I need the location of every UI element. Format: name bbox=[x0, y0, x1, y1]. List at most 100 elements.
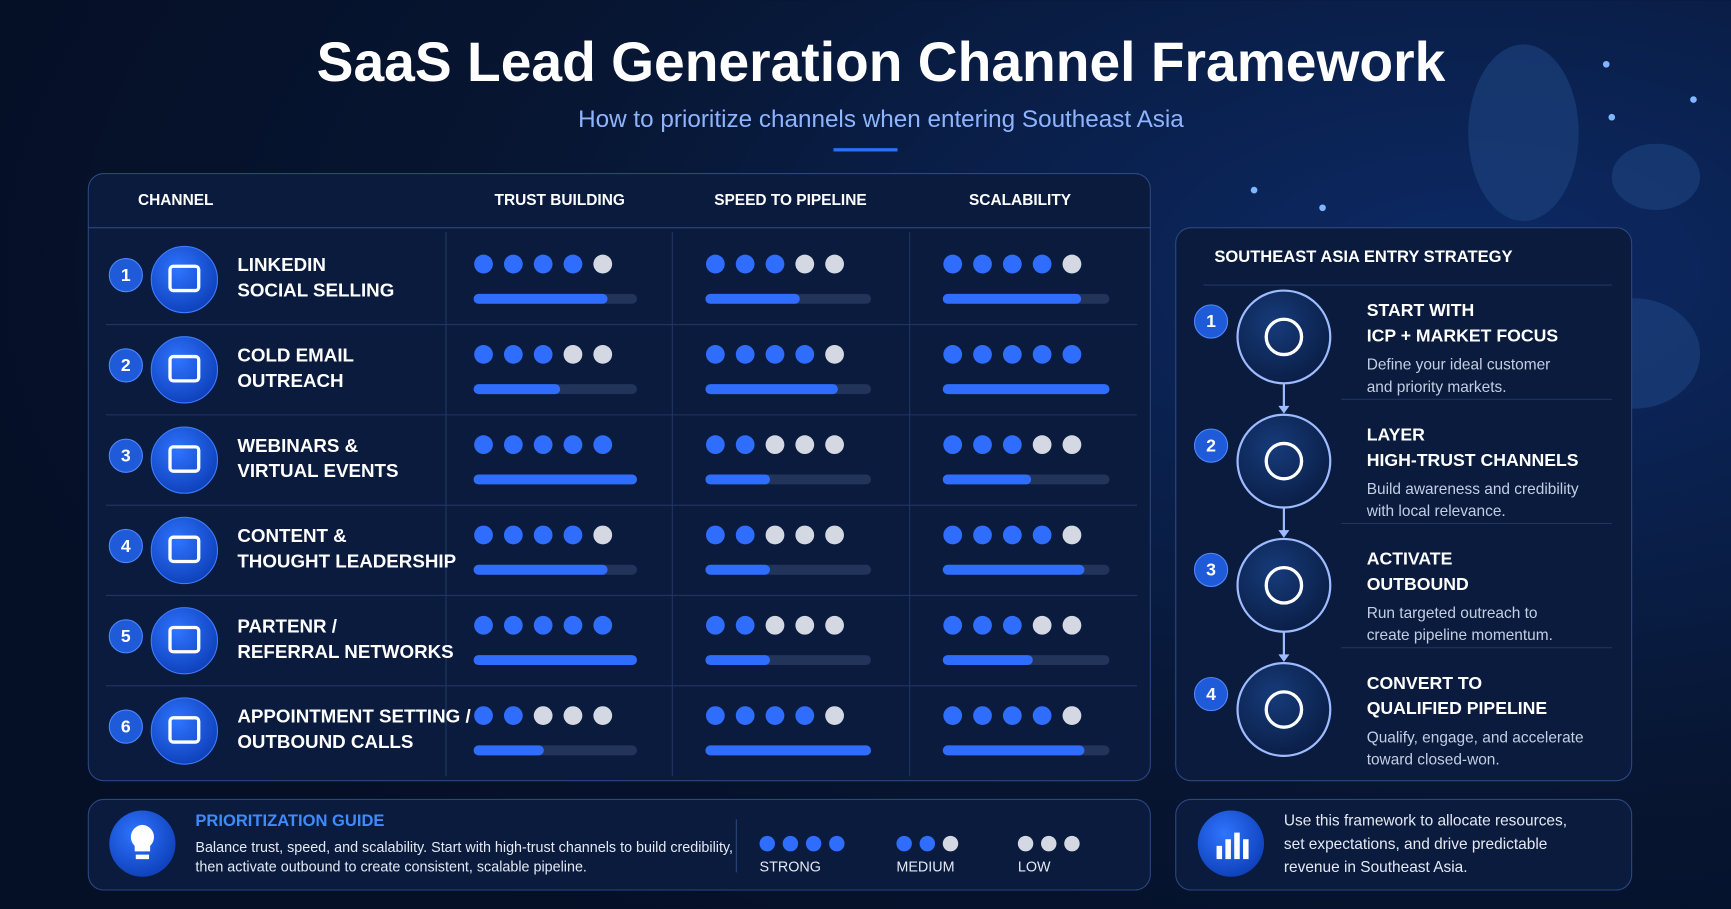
divider bbox=[833, 148, 898, 152]
rating-dot-filled bbox=[735, 344, 755, 364]
rating-dot-filled bbox=[735, 706, 755, 725]
legend-dot bbox=[782, 835, 799, 852]
rating-dot-filled bbox=[593, 615, 613, 635]
legend-label: MEDIUM bbox=[896, 860, 954, 876]
legend-dot bbox=[829, 835, 845, 852]
rating-dot-filled bbox=[705, 254, 725, 274]
channel-name: OUTREACH bbox=[237, 370, 343, 391]
rating-dot-filled bbox=[795, 706, 815, 725]
channel-icon-glyph bbox=[168, 264, 201, 293]
legend-dot bbox=[1017, 835, 1034, 852]
rating-dot-filled bbox=[765, 254, 785, 274]
bar-fill bbox=[473, 745, 544, 756]
rating-dot-filled bbox=[1002, 706, 1022, 725]
channel-name: THOUGHT LEADERSHIP bbox=[237, 551, 456, 572]
chart-icon-bars bbox=[1216, 832, 1249, 860]
channel-name: PARTENR / bbox=[237, 615, 337, 636]
rating-dot-filled bbox=[1032, 706, 1052, 725]
rating-dot-filled bbox=[943, 435, 963, 455]
step-description: toward closed-won. bbox=[1367, 751, 1500, 768]
channel-icon-glyph bbox=[168, 445, 201, 473]
step-number-badge bbox=[1193, 676, 1229, 712]
bar-fill bbox=[473, 384, 561, 395]
legend-dot bbox=[896, 835, 912, 852]
channel-name: VIRTUAL EVENTS bbox=[237, 460, 398, 481]
column-header: SPEED TO PIPELINE bbox=[714, 192, 866, 209]
rating-dot-empty bbox=[765, 435, 785, 455]
rating-dot-filled bbox=[1002, 525, 1022, 545]
rating-dot-filled bbox=[563, 525, 583, 545]
row-number: 4 bbox=[121, 536, 131, 556]
rating-dot-empty bbox=[1032, 435, 1052, 455]
rating-dot-filled bbox=[1002, 615, 1022, 635]
step-icon bbox=[1236, 537, 1332, 633]
rating-dot-filled bbox=[705, 525, 725, 545]
legend-dot bbox=[942, 835, 959, 852]
rating-dot-filled bbox=[533, 344, 553, 364]
channel-name: APPOINTMENT SETTING / bbox=[237, 706, 471, 727]
rating-dot-empty bbox=[795, 615, 815, 635]
bar-fill bbox=[473, 474, 637, 485]
rating-dot-empty bbox=[1062, 435, 1082, 455]
step-arrowhead bbox=[1278, 530, 1290, 538]
rating-dot-filled bbox=[943, 254, 963, 274]
rating-dot-filled bbox=[735, 615, 755, 635]
step-description: Define your ideal customer bbox=[1367, 357, 1551, 374]
bar-fill bbox=[942, 384, 1110, 395]
rating-dot-filled bbox=[563, 254, 583, 274]
rating-dot-filled bbox=[503, 615, 523, 635]
step-title: CONVERT TO bbox=[1367, 673, 1482, 693]
channel-icon bbox=[150, 516, 219, 585]
legend-dot bbox=[759, 835, 775, 852]
rating-dot-filled bbox=[765, 706, 785, 725]
note-text: Use this framework to allocate resources… bbox=[1284, 813, 1567, 830]
row-number-badge bbox=[108, 619, 143, 654]
row-number-badge bbox=[108, 257, 143, 293]
legend-dot bbox=[919, 835, 936, 852]
title: SaaS Lead Generation Channel Framework bbox=[317, 31, 1446, 93]
rating-dot-empty bbox=[1062, 525, 1082, 545]
bulb-shape bbox=[130, 824, 154, 860]
bar-fill bbox=[705, 474, 771, 485]
rating-dot-filled bbox=[705, 435, 725, 455]
rating-dot-empty bbox=[825, 706, 844, 725]
rating-dot-filled bbox=[1032, 254, 1052, 274]
rating-dot-filled bbox=[474, 254, 493, 274]
step-description: Build awareness and credibility bbox=[1367, 481, 1579, 498]
rating-dot-empty bbox=[1032, 615, 1052, 635]
bar-fill bbox=[705, 564, 771, 575]
strategy-title: SOUTHEAST ASIA ENTRY STRATEGY bbox=[1214, 247, 1512, 266]
rating-dot-filled bbox=[1002, 254, 1022, 274]
rating-dot-filled bbox=[533, 435, 553, 455]
channel-icon-glyph bbox=[168, 625, 201, 654]
rating-dot-filled bbox=[1032, 344, 1052, 364]
rating-dot-filled bbox=[533, 525, 553, 545]
map-dots bbox=[1250, 60, 1697, 212]
step-description: and priority markets. bbox=[1367, 379, 1507, 396]
step-number: 4 bbox=[1206, 684, 1216, 704]
channel-name: SOCIAL SELLING bbox=[237, 280, 394, 301]
note-text: revenue in Southeast Asia. bbox=[1284, 859, 1468, 876]
rating-dot-filled bbox=[533, 615, 553, 635]
rating-dot-empty bbox=[765, 525, 785, 545]
bar-fill bbox=[473, 564, 608, 575]
rating-dot-empty bbox=[795, 435, 815, 455]
step-icon bbox=[1236, 662, 1332, 757]
note-text: set expectations, and drive predictable bbox=[1284, 836, 1547, 853]
step-description: Qualify, engage, and accelerate bbox=[1367, 729, 1584, 746]
bar-fill bbox=[705, 293, 800, 304]
rating-dot-filled bbox=[973, 706, 992, 725]
rating-dot-empty bbox=[533, 706, 553, 725]
channel-icon-glyph bbox=[168, 354, 201, 383]
rating-dot-filled bbox=[943, 706, 963, 725]
note-panel bbox=[1175, 798, 1633, 891]
guide-text: then activate outbound to create consist… bbox=[195, 860, 587, 876]
step-title: HIGH-TRUST CHANNELS bbox=[1367, 450, 1579, 470]
legend-dot bbox=[1041, 835, 1057, 852]
row-number: 2 bbox=[121, 355, 131, 375]
rating-dot-filled bbox=[705, 344, 725, 364]
rating-dot-filled bbox=[563, 435, 583, 455]
rating-dot-filled bbox=[474, 525, 493, 545]
